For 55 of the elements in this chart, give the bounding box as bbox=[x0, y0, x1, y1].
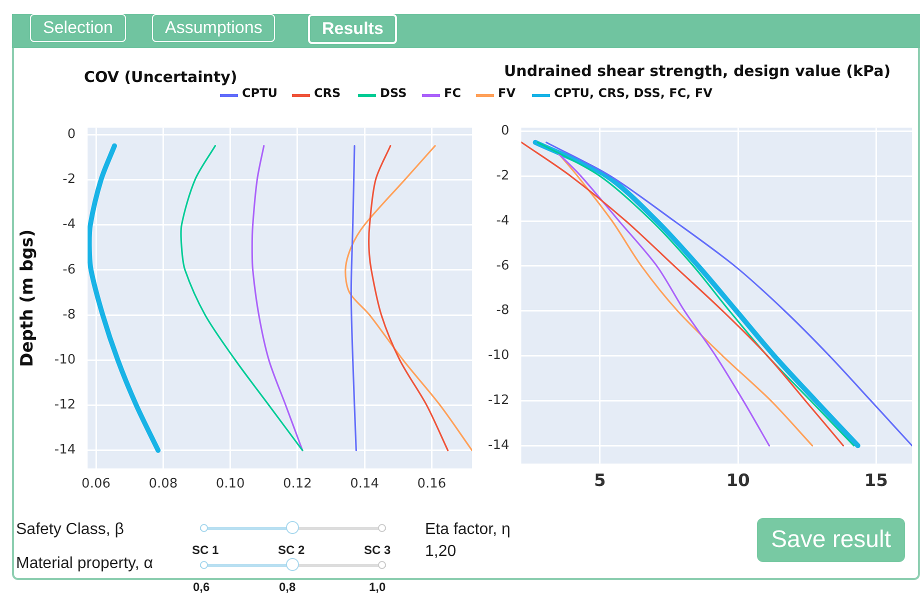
line-series bbox=[368, 145, 449, 452]
y-tick-label: -12 bbox=[488, 393, 510, 408]
y-tick-label: -2 bbox=[496, 168, 510, 184]
text: SC 3 bbox=[364, 543, 391, 557]
legend-label: FC bbox=[444, 86, 462, 100]
text: SC 1 bbox=[192, 543, 219, 557]
text: SC 2 bbox=[278, 543, 305, 557]
y-tick-label: -4 bbox=[496, 213, 510, 228]
text: Results bbox=[308, 14, 398, 44]
x-tick-label: 0.16 bbox=[417, 476, 446, 492]
text: Selection bbox=[30, 14, 126, 42]
legend-label: CPTU, CRS, DSS, FC, FV bbox=[554, 86, 712, 100]
text: Eta factor, η bbox=[425, 521, 510, 539]
line-series bbox=[546, 142, 912, 446]
x-tick-label: 0.08 bbox=[148, 476, 178, 492]
y-tick-label: -8 bbox=[496, 303, 510, 318]
y-tick-label: -14 bbox=[54, 442, 76, 458]
chart-title: COV (Uncertainty) bbox=[84, 68, 238, 86]
text: 1,20 bbox=[425, 543, 456, 561]
x-tick-label: 0.10 bbox=[216, 476, 245, 492]
text: 1,0 bbox=[369, 580, 386, 594]
x-tick-label: 5 bbox=[594, 471, 606, 492]
legend-label: CRS bbox=[314, 86, 341, 100]
x-tick-label: 0.12 bbox=[282, 476, 312, 492]
y-tick-label: -12 bbox=[54, 398, 76, 413]
y-tick-label: -6 bbox=[496, 258, 510, 274]
y-tick-label: -8 bbox=[62, 307, 76, 322]
x-tick-label: 15 bbox=[864, 471, 888, 492]
line-series bbox=[350, 145, 357, 452]
y-tick-label: -2 bbox=[62, 172, 76, 188]
legend-label: DSS bbox=[380, 86, 407, 100]
text: 0,6 bbox=[193, 580, 210, 594]
y-tick-label: -6 bbox=[62, 262, 76, 278]
legend-label: FV bbox=[498, 86, 516, 100]
legend-label: CPTU bbox=[242, 86, 278, 100]
line-series bbox=[558, 152, 770, 446]
text: Assumptions bbox=[152, 14, 276, 42]
line-series bbox=[344, 145, 472, 452]
line-series bbox=[180, 145, 304, 452]
x-tick-label: 0.14 bbox=[350, 476, 380, 492]
y-tick-label: 0 bbox=[500, 124, 510, 139]
y-tick-label: -10 bbox=[488, 348, 510, 364]
y-axis-title: Depth (m bgs) bbox=[18, 229, 38, 367]
x-tick-label: 0.06 bbox=[82, 476, 110, 492]
x-tick-label: 10 bbox=[726, 471, 750, 492]
y-tick-label: -10 bbox=[54, 352, 76, 368]
text: Save result bbox=[757, 518, 905, 562]
y-tick-label: -4 bbox=[62, 217, 76, 232]
line-series bbox=[251, 145, 304, 452]
text: 0,8 bbox=[279, 580, 296, 594]
y-tick-label: -14 bbox=[488, 438, 510, 454]
y-tick-label: 0 bbox=[67, 126, 76, 142]
text: Safety Class, β bbox=[16, 521, 124, 539]
chart-title: Undrained shear strength, design value (kPa) bbox=[504, 62, 891, 80]
text: Material property, α bbox=[16, 555, 153, 573]
